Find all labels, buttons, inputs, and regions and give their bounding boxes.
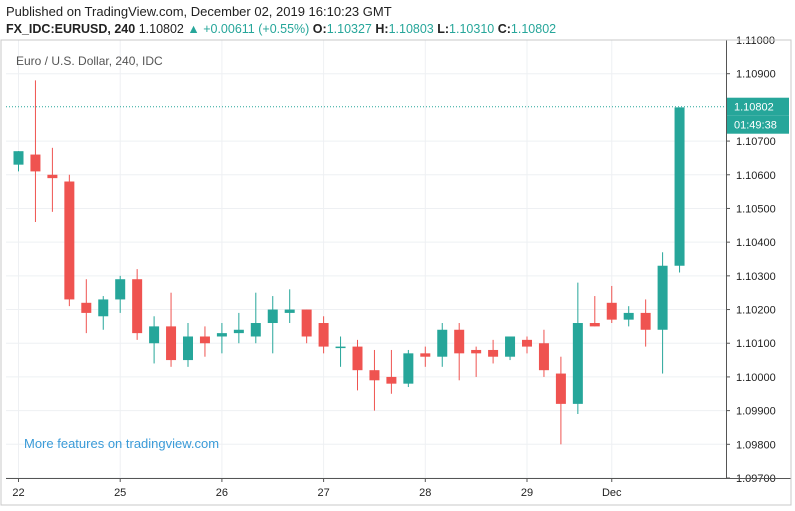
open-label: O: (312, 22, 327, 36)
candle-body-down (132, 279, 143, 334)
candle-body-down (606, 302, 617, 320)
price-change: ▲ +0.00611 (+0.55%) (187, 22, 310, 36)
chart-border (0, 39, 792, 506)
x-tick-label: 28 (419, 487, 431, 499)
candle-body-down (30, 154, 41, 172)
candle-body-up (115, 279, 126, 300)
open-value: 1.10327 (326, 22, 372, 36)
close-label: C: (497, 22, 511, 36)
candle-body-up (505, 336, 516, 357)
price-badge-label: 1.10802 (734, 102, 774, 114)
y-tick-label: 1.10300 (736, 271, 776, 283)
symbol-label: FX_IDC:EURUSD, 240 (6, 22, 136, 36)
candle-body-down (301, 309, 312, 337)
candle-body-down (538, 343, 549, 371)
x-tick-label: 29 (521, 487, 533, 499)
candle-body-down (318, 323, 329, 347)
y-tick-label: 1.10900 (736, 69, 776, 81)
symbol-ohlc-line: FX_IDC:EURUSD, 240 1.10802 ▲ +0.00611 (+… (6, 22, 556, 36)
candle-body-down (47, 174, 58, 179)
candle-body-down (555, 373, 566, 404)
chart-title: Euro / U.S. Dollar, 240, IDC (16, 54, 163, 68)
candle-body-up (657, 265, 668, 330)
plot-area (6, 40, 726, 478)
candle-body-down (199, 336, 210, 344)
countdown-label: 01:49:38 (734, 120, 777, 132)
candle-body-down (369, 370, 380, 381)
y-tick-label: 1.10000 (736, 372, 776, 384)
watermark-link[interactable]: More features on tradingview.com (24, 436, 219, 451)
candle-body-down (471, 349, 482, 354)
candle-body-down (81, 302, 92, 313)
low-value: 1.10310 (449, 22, 495, 36)
x-tick-label: 27 (317, 487, 329, 499)
candle-body-up (674, 107, 685, 266)
candle-body-down (589, 323, 600, 327)
candle-body-up (572, 323, 583, 404)
candle-body-up (13, 151, 24, 165)
candle-body-up (216, 333, 227, 337)
low-label: L: (437, 22, 450, 36)
candle-body-up (267, 309, 278, 324)
candle-body-up (437, 329, 448, 357)
candle-body-up (403, 353, 414, 384)
candle-body-down (386, 376, 397, 384)
y-tick-label: 1.10500 (736, 203, 776, 215)
y-tick-label: 1.09900 (736, 406, 776, 418)
high-label: H: (375, 22, 389, 36)
price-badge (727, 97, 789, 116)
y-tick-label: 1.11000 (736, 35, 775, 47)
candle-body-up (149, 326, 160, 344)
y-tick-label: 1.09800 (736, 439, 776, 451)
candle-body-up (183, 336, 193, 361)
candle-body-up (98, 299, 109, 317)
candle-body-up (335, 346, 346, 349)
candle-body-up (284, 309, 295, 313)
y-tick-label: 1.10400 (736, 237, 776, 249)
y-tick-label: 1.10200 (736, 305, 776, 317)
y-tick-label: 1.10600 (736, 170, 776, 182)
countdown-badge (727, 115, 789, 134)
candle-body-down (166, 326, 177, 361)
high-value: 1.10803 (388, 22, 434, 36)
candle-body-down (64, 181, 75, 300)
candle-body-down (454, 329, 465, 354)
candle-body-up (623, 312, 634, 320)
published-line: Published on TradingView.com, December 0… (6, 4, 392, 19)
candle-body-down (640, 312, 651, 330)
x-tick-label: 26 (216, 487, 228, 499)
x-tick-label: Dec (602, 487, 622, 499)
last-price: 1.10802 (138, 22, 184, 36)
candle-body-down (420, 353, 431, 357)
y-tick-label: 1.10700 (736, 136, 776, 148)
candle-body-down (488, 349, 499, 357)
candle-body-down (352, 346, 363, 371)
x-tick-label: 25 (114, 487, 126, 499)
candle-body-up (233, 329, 244, 334)
x-tick-label: 22 (12, 487, 24, 499)
candle-body-down (522, 339, 532, 347)
y-tick-label: 1.10100 (736, 338, 776, 350)
close-value: 1.10802 (510, 22, 557, 36)
candle-body-up (250, 323, 261, 337)
